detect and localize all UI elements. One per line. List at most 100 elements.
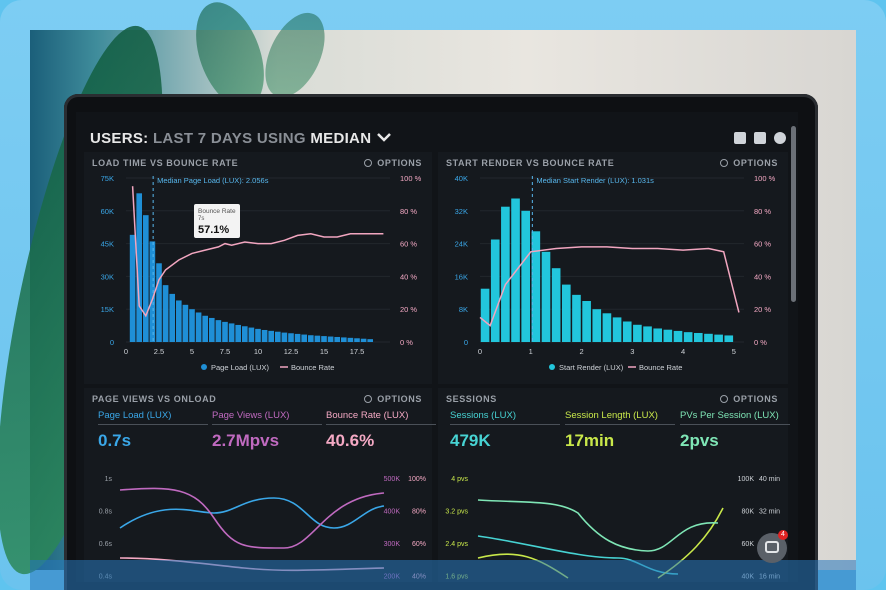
x-tick-label: 7.5 [220, 347, 230, 356]
y-tick-label: 1s [105, 476, 113, 483]
bar [208, 317, 215, 342]
tooltip-value: 57.1% [198, 224, 229, 236]
bar [189, 309, 195, 342]
page-views-line [119, 487, 385, 549]
bar [683, 332, 693, 342]
x-tick-label: 2 [579, 347, 583, 356]
bar [582, 301, 591, 342]
bar [149, 241, 156, 342]
y-right-tick-label: 400K [384, 509, 401, 516]
bar [274, 331, 281, 342]
bounce-rate-line [131, 186, 384, 318]
bar [288, 333, 294, 342]
y-tick-label: 3.2 pvs [445, 509, 468, 516]
bar [182, 304, 189, 342]
y-tick-label: 45K [101, 240, 114, 249]
x-tick-label: 1 [529, 347, 533, 356]
y-right-tick-label: 100 % [754, 174, 776, 183]
metric-label: PVs Per Session (LUX) [680, 410, 790, 425]
chevron-down-icon[interactable] [376, 132, 392, 142]
metric-value: 0.7s [98, 431, 132, 450]
bar [142, 215, 149, 342]
bar [268, 330, 275, 342]
bar [673, 330, 683, 342]
bar [572, 294, 581, 342]
bar [327, 336, 334, 342]
y-tick-label: 0.6s [99, 541, 113, 548]
y-right-tick-label: 80 % [400, 207, 417, 216]
bar [480, 288, 490, 342]
options-button[interactable]: OPTIONS [720, 394, 778, 404]
y-tick-label: 30K [101, 272, 114, 281]
y-tick-label: 0 [464, 338, 468, 347]
metric-value: 2pvs [680, 431, 719, 450]
title-median: MEDIAN [310, 130, 372, 147]
page-load-line [119, 497, 385, 529]
x-tick-label: 17.5 [350, 347, 365, 356]
y-right-tick-label: 20 % [754, 305, 771, 314]
options-button[interactable]: OPTIONS [720, 158, 778, 168]
y-tick-label: 0.8s [99, 509, 113, 516]
y-tick-label: 0 [110, 338, 114, 347]
panel-page-views: PAGE VIEWS VS ONLOAD OPTIONS Page Load (… [84, 388, 436, 582]
scrollbar[interactable] [791, 126, 796, 302]
bar [531, 231, 541, 342]
metric-label: Page Views (LUX) [212, 410, 322, 425]
x-tick-label: 5 [190, 347, 194, 356]
y-tick-label: 4 pvs [451, 476, 468, 483]
page-title[interactable]: USERS: LAST 7 DAYS USING MEDIAN [90, 130, 392, 147]
panel-sessions: SESSIONS OPTIONS Sessions (LUX) 479K Ses… [438, 388, 790, 582]
bar [490, 239, 500, 342]
chat-icon [765, 541, 779, 553]
bar [294, 333, 301, 342]
legend-swatch [201, 364, 207, 370]
bar [162, 285, 169, 342]
options-button[interactable]: OPTIONS [364, 394, 422, 404]
bar [169, 293, 176, 342]
metric-value: 2.7Mpvs [212, 431, 280, 450]
image-icon[interactable] [754, 132, 766, 144]
bar [541, 251, 551, 342]
help-icon[interactable] [774, 132, 786, 144]
y-tick-label: 75K [101, 174, 114, 183]
y-right-tick-label: 32 min [759, 509, 780, 516]
metric-bounce-rate: Bounce Rate (LUX) 40.6% [326, 410, 436, 451]
metric-sessions: Sessions (LUX) 479K [450, 410, 560, 451]
bar [511, 198, 520, 342]
dashboard-screen: USERS: LAST 7 DAYS USING MEDIAN LOAD TIM… [76, 112, 798, 582]
metric-session-length: Session Length (LUX) 17min [565, 410, 675, 451]
y-right-tick-label: 60 % [400, 240, 417, 249]
legend-label: Bounce Rate [639, 363, 682, 372]
bar [248, 327, 255, 342]
legend-label: Page Load (LUX) [211, 363, 269, 372]
y-tick-label: 60K [101, 207, 114, 216]
y-right-tick-label: 20 % [400, 305, 417, 314]
bar [241, 326, 248, 342]
bar [235, 324, 242, 342]
y-right-tick-label: 80K [742, 509, 755, 516]
legend-label: Start Render (LUX) [559, 363, 624, 372]
y-tick-label: 16K [455, 272, 468, 281]
panel-title: START RENDER VS BOUNCE RATE [446, 158, 615, 168]
y-right-tick-label: 500K [384, 476, 401, 483]
options-button[interactable]: OPTIONS [364, 158, 422, 168]
x-tick-label: 10 [254, 347, 262, 356]
bar [255, 328, 261, 342]
bar [592, 309, 602, 342]
bar [633, 324, 642, 342]
title-using: USING [256, 130, 306, 147]
pvs-per-session-line [477, 499, 719, 552]
y-tick-label: 15K [101, 305, 114, 314]
metric-value: 17min [565, 431, 615, 450]
bar [602, 313, 612, 342]
panel-title: LOAD TIME VS BOUNCE RATE [92, 158, 239, 168]
y-right-tick-label: 100K [738, 476, 755, 483]
x-tick-label: 15 [320, 347, 328, 356]
bar [136, 193, 143, 342]
y-right-tick-label: 60K [742, 541, 755, 548]
bottom-tint [30, 560, 856, 590]
bar [347, 337, 354, 342]
bar [693, 332, 703, 342]
monitor-icon[interactable] [734, 132, 746, 144]
